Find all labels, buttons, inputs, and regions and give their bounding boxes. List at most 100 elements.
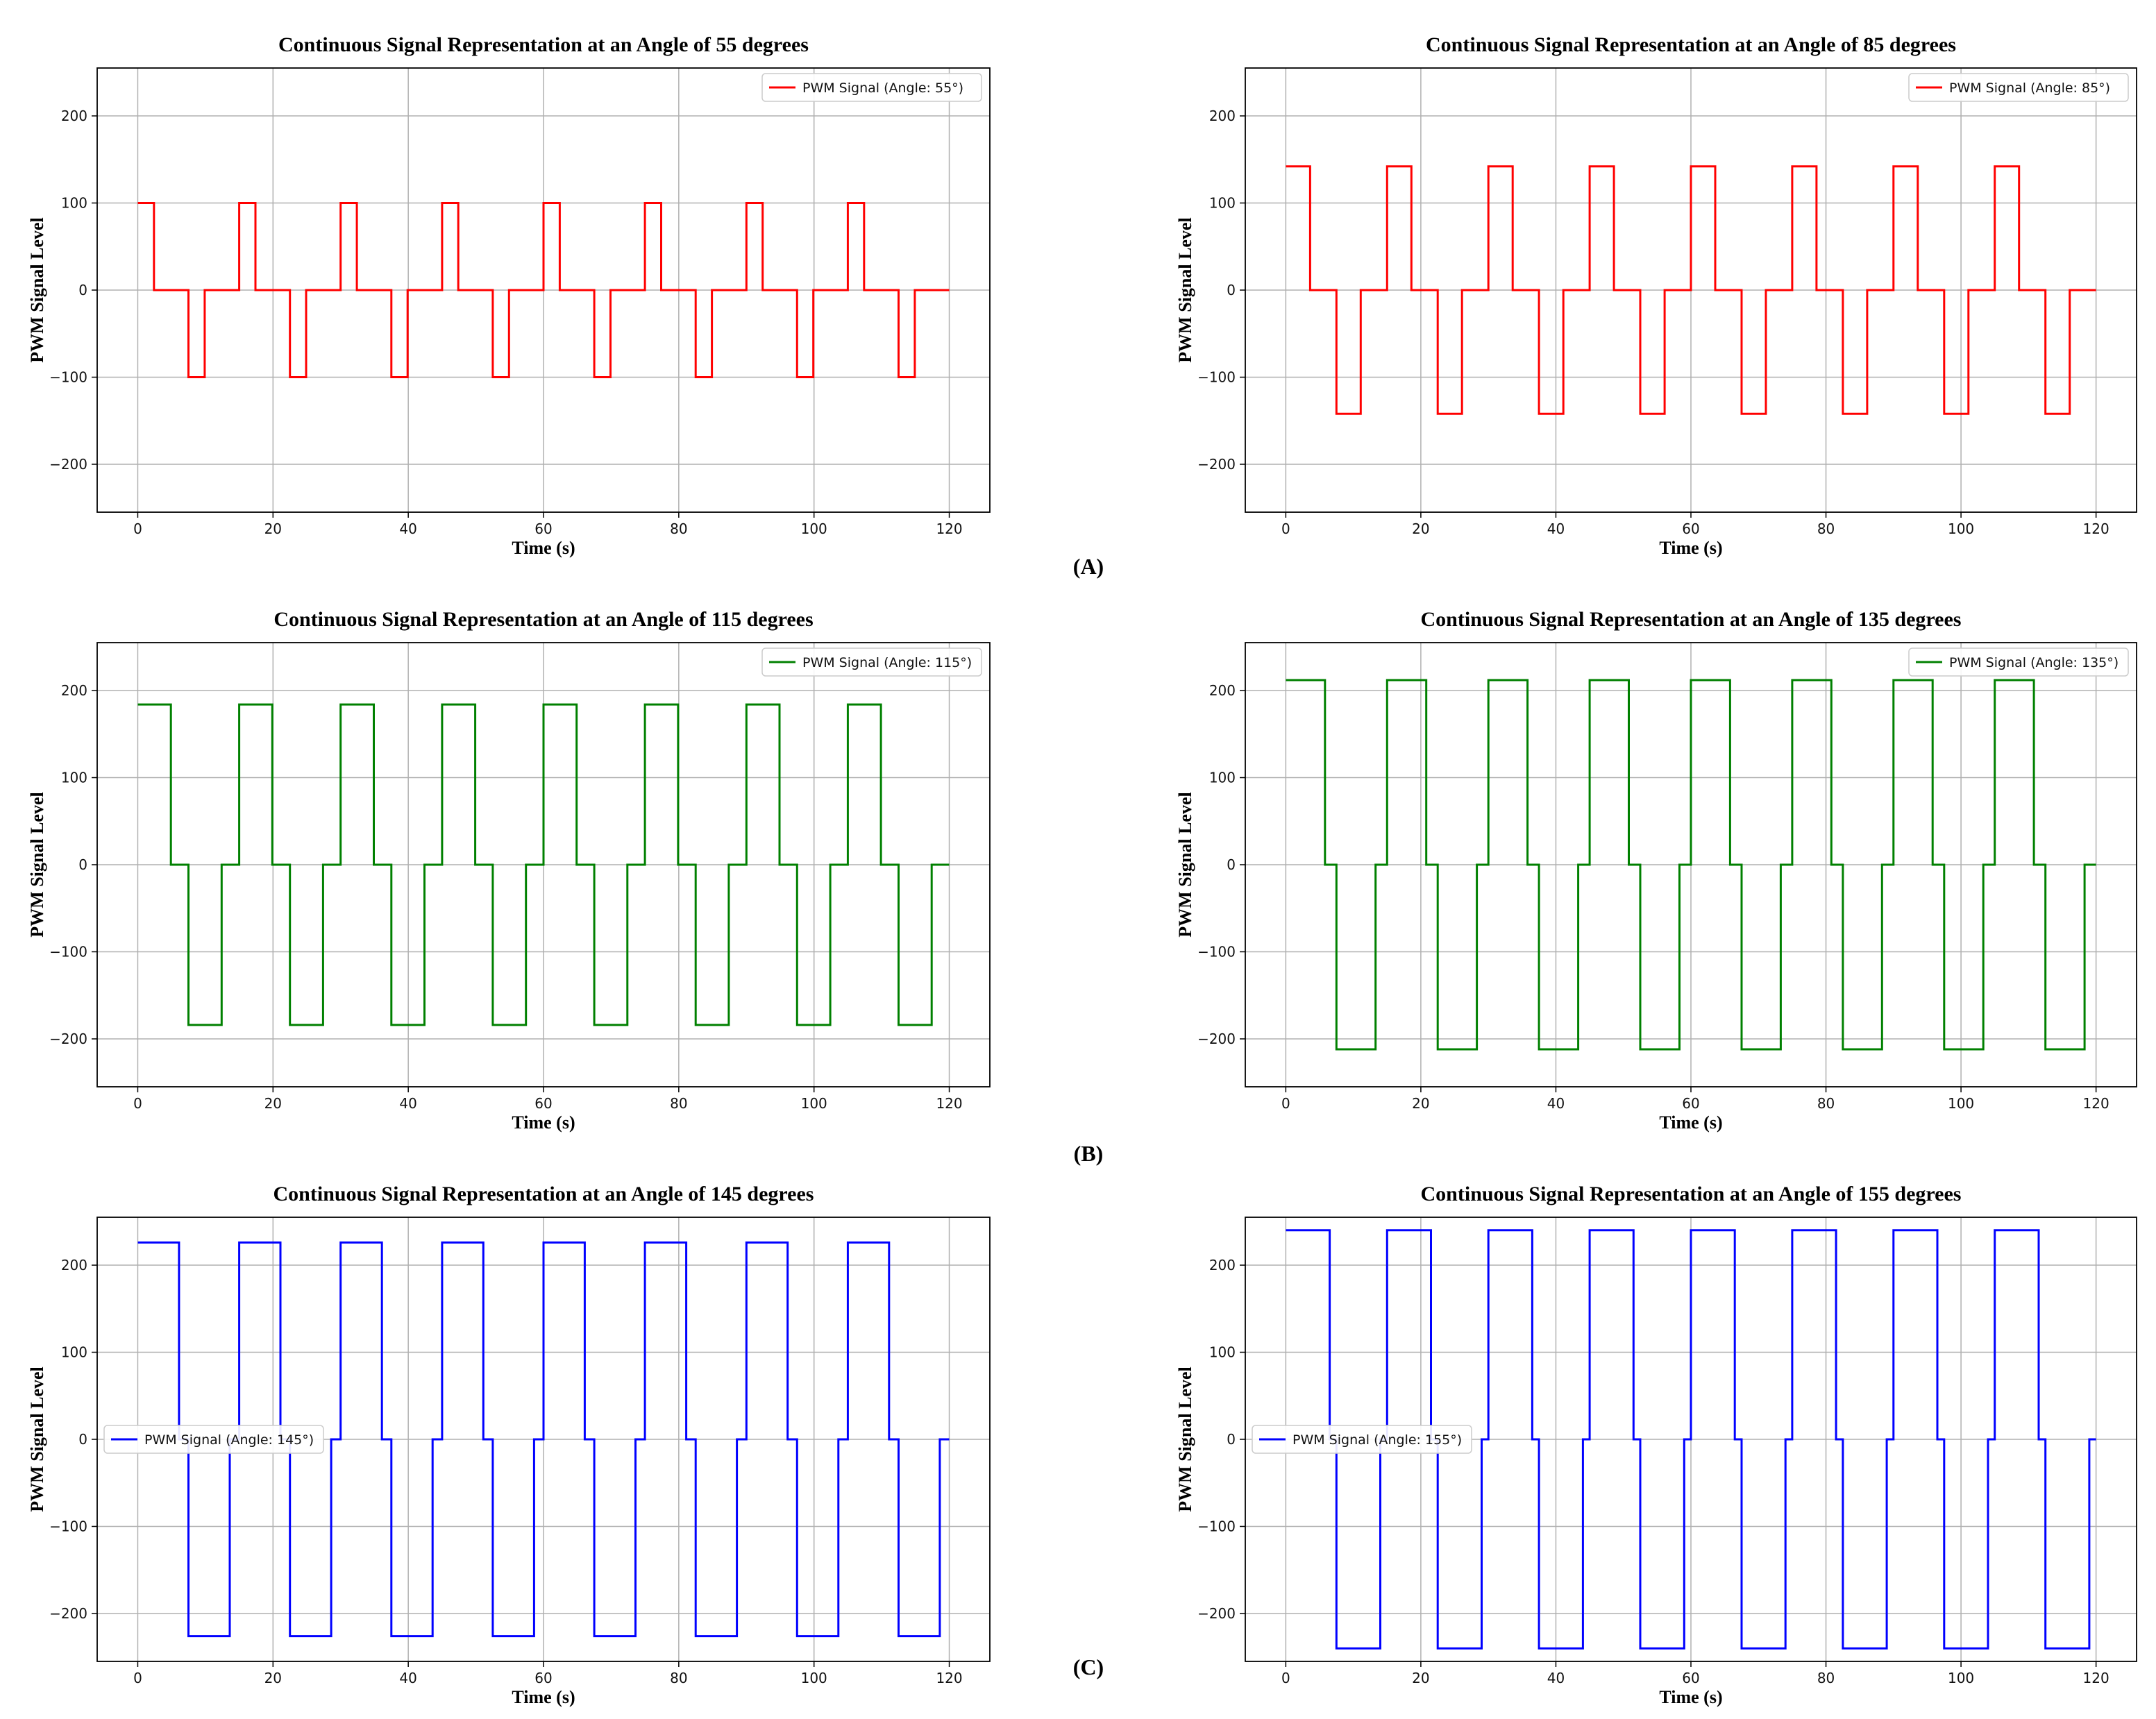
y-tick-label: −200	[49, 456, 87, 473]
legend-box	[1908, 647, 2129, 677]
x-tick-label: 80	[670, 520, 687, 537]
signal-line	[1286, 165, 2096, 415]
x-tick-label: 120	[936, 520, 962, 537]
y-tick-label: 0	[78, 1431, 87, 1448]
x-tick-label: 100	[1948, 1095, 1974, 1112]
x-axis-label: Time (s)	[512, 1112, 575, 1133]
x-tick-label: 80	[670, 1095, 687, 1112]
legend-label: PWM Signal (Angle: 135°)	[1949, 655, 2119, 670]
y-axis-label: PWM Signal Level	[1175, 217, 1195, 362]
y-tick-label: 0	[1227, 856, 1236, 873]
x-tick-label: 20	[1412, 520, 1429, 537]
chart-6: 0 20 40 60 80 100 120 −200 −100 0 100 200 Continuous…	[1175, 1183, 2137, 1707]
y-tick-label: 100	[1209, 195, 1236, 212]
x-tick-label: 60	[534, 1670, 552, 1686]
y-tick-label: −200	[1197, 1031, 1236, 1047]
x-tick-label: 0	[133, 520, 142, 537]
x-tick-label: 40	[1547, 1095, 1565, 1112]
x-tick-label: 120	[936, 1670, 962, 1686]
chart-1: 0 20 40 60 80 100 120 −200 −100 0 100 200 Continuous…	[27, 33, 991, 558]
x-tick-label: 60	[534, 1095, 552, 1112]
y-tick-label: 0	[78, 856, 87, 873]
y-tick-label: −100	[1197, 1518, 1236, 1534]
y-tick-label: −100	[1197, 369, 1236, 385]
x-axis-label: Time (s)	[1659, 1687, 1722, 1707]
x-tick-label: 60	[1682, 1670, 1699, 1686]
x-tick-label: 20	[264, 1670, 282, 1686]
chart-title: Continuous Signal Representation at an A…	[278, 33, 809, 56]
y-tick-label: −100	[1197, 943, 1236, 960]
y-tick-label: 200	[61, 108, 87, 124]
signal-line	[137, 202, 950, 378]
x-tick-label: 20	[264, 1095, 282, 1112]
chart-4: 0 20 40 60 80 100 120 −200 −100 0 100 200 Continuous…	[1175, 608, 2137, 1133]
chart-title: Continuous Signal Representation at an A…	[1426, 33, 1956, 56]
x-tick-label: 60	[534, 520, 552, 537]
y-tick-label: −200	[1197, 1605, 1236, 1622]
x-tick-label: 20	[1412, 1670, 1429, 1686]
legend-label: PWM Signal (Angle: 115°)	[802, 655, 972, 670]
y-tick-label: −200	[49, 1031, 87, 1047]
x-tick-label: 100	[801, 520, 827, 537]
signal-line	[1286, 679, 2096, 1051]
x-tick-label: 0	[133, 1670, 142, 1686]
y-tick-label: 100	[61, 195, 87, 212]
y-tick-label: 200	[1209, 682, 1236, 699]
legend-box	[761, 647, 982, 677]
x-tick-label: 40	[399, 1095, 416, 1112]
legend-box	[103, 1425, 324, 1454]
legend-box	[1908, 73, 2129, 102]
signal-line	[137, 703, 950, 1026]
legend-label: PWM Signal (Angle: 145°)	[144, 1432, 314, 1448]
x-tick-label: 40	[1547, 520, 1565, 537]
chart-title: Continuous Signal Representation at an A…	[273, 608, 813, 631]
x-tick-label: 40	[1547, 1670, 1565, 1686]
x-tick-label: 20	[1412, 1095, 1429, 1112]
legend: PWM Signal (Angle: 145°)	[103, 1425, 324, 1454]
y-tick-label: 100	[61, 770, 87, 786]
legend: PWM Signal (Angle: 135°)	[1908, 647, 2129, 677]
x-tick-label: 80	[670, 1670, 687, 1686]
legend: PWM Signal (Angle: 85°)	[1908, 73, 2129, 102]
y-tick-label: 200	[1209, 108, 1236, 124]
x-axis-label: Time (s)	[1659, 538, 1722, 558]
panel-label-b: (B)	[1074, 1141, 1104, 1166]
y-tick-label: −100	[49, 943, 87, 960]
legend: PWM Signal (Angle: 55°)	[761, 73, 982, 102]
chart-title: Continuous Signal Representation at an A…	[1421, 1183, 1962, 1205]
legend-label: PWM Signal (Angle: 155°)	[1292, 1432, 1462, 1448]
chart-title: Continuous Signal Representation at an A…	[1421, 608, 1962, 631]
y-tick-label: 100	[1209, 770, 1236, 786]
chart-5: 0 20 40 60 80 100 120 −200 −100 0 100 200 Continuous…	[27, 1183, 991, 1707]
x-tick-label: 80	[1817, 1670, 1835, 1686]
y-tick-label: 200	[1209, 1257, 1236, 1273]
panel-label-a: (A)	[1073, 554, 1104, 579]
y-axis-label: PWM Signal Level	[27, 1366, 47, 1511]
y-tick-label: 0	[1227, 1431, 1236, 1448]
legend-label: PWM Signal (Angle: 55°)	[802, 81, 963, 96]
y-tick-label: 100	[61, 1344, 87, 1361]
x-tick-label: 40	[399, 520, 416, 537]
y-axis-label: PWM Signal Level	[1175, 792, 1195, 937]
legend-box	[1252, 1425, 1472, 1454]
x-tick-label: 0	[1281, 1670, 1290, 1686]
x-tick-label: 0	[1281, 1095, 1290, 1112]
chart-3: 0 20 40 60 80 100 120 −200 −100 0 100 200 Continuous…	[27, 608, 991, 1133]
x-tick-label: 60	[1682, 520, 1699, 537]
x-axis-label: Time (s)	[512, 1687, 575, 1707]
y-tick-label: −200	[49, 1605, 87, 1622]
y-tick-label: 200	[61, 682, 87, 699]
legend: PWM Signal (Angle: 155°)	[1252, 1425, 1472, 1454]
y-tick-label: −100	[49, 369, 87, 385]
chart-2: 0 20 40 60 80 100 120 −200 −100 0 100 200 Continuous…	[1175, 33, 2137, 558]
x-tick-label: 20	[264, 520, 282, 537]
panel-label-c: (C)	[1073, 1654, 1104, 1679]
x-tick-label: 0	[1281, 520, 1290, 537]
x-tick-label: 80	[1817, 1095, 1835, 1112]
x-tick-label: 120	[936, 1095, 962, 1112]
legend-label: PWM Signal (Angle: 85°)	[1949, 81, 2110, 96]
x-tick-label: 100	[1948, 1670, 1974, 1686]
x-tick-label: 60	[1682, 1095, 1699, 1112]
y-tick-label: 0	[78, 282, 87, 298]
